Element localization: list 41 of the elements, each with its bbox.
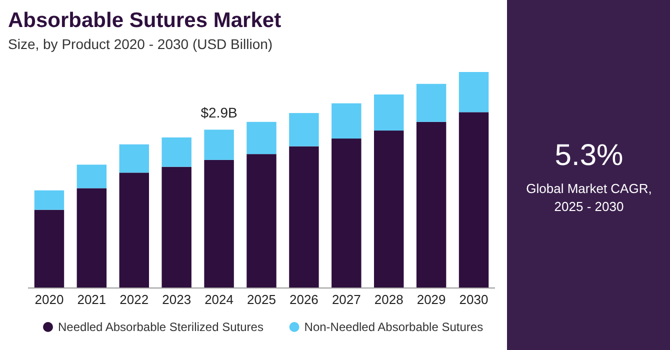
x-tick-label: 2021: [77, 292, 106, 307]
bar: [204, 130, 234, 160]
x-tick-label: 2028: [374, 292, 404, 307]
x-tick-label: 2026: [289, 292, 318, 307]
x-tick-label: 2029: [416, 292, 446, 307]
legend-label: Non-Needled Absorbable Sutures: [304, 320, 484, 334]
bar: [416, 84, 446, 122]
text: 2025 - 2030: [554, 199, 624, 214]
bar: [289, 113, 319, 146]
legend-label: Needled Absorbable Sterilized Sutures: [58, 320, 264, 334]
bar: [119, 144, 149, 173]
x-tick-label: 2022: [120, 292, 149, 307]
bar: [289, 146, 319, 288]
x-tick-label: 2027: [332, 292, 361, 307]
chart-title: Absorbable Sutures Market: [8, 9, 282, 32]
text: 5.3%: [554, 139, 624, 172]
bar: [332, 138, 362, 288]
bar: [332, 103, 362, 139]
bar: [162, 166, 192, 288]
bar: [246, 122, 276, 154]
bar: [76, 164, 107, 188]
bar: [204, 160, 234, 288]
text: Global Market CAGR,: [526, 181, 652, 196]
bar: [458, 112, 489, 288]
bar: [119, 172, 149, 288]
x-tick-label: 2025: [247, 292, 276, 307]
bar: [374, 94, 404, 131]
bar: [416, 122, 446, 288]
x-tick-label: 2023: [162, 292, 192, 307]
bar: [374, 130, 404, 288]
bar: [34, 190, 64, 210]
x-tick-label: 2030: [459, 292, 488, 307]
bar: [76, 188, 107, 288]
bar: [458, 72, 489, 112]
annotation: $2.9B: [200, 104, 238, 121]
bar: [162, 137, 192, 167]
bar: [34, 210, 64, 288]
bar: [246, 154, 276, 288]
x-tick-label: 2024: [204, 292, 234, 307]
chart-subtitle: Size, by Product 2020 - 2030 (USD Billion): [8, 36, 273, 52]
x-tick-label: 2020: [34, 292, 64, 307]
